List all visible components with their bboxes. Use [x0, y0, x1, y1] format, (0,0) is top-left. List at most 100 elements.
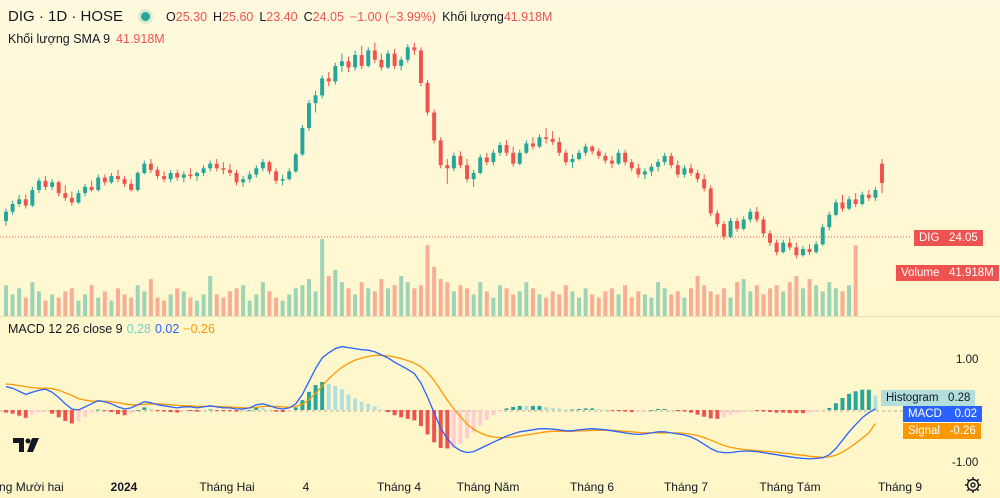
- candle-body: [63, 193, 68, 198]
- volume-bar: [471, 294, 476, 316]
- volume-bar: [10, 294, 15, 316]
- histogram-bar: [10, 410, 15, 414]
- volume-bar: [372, 291, 377, 316]
- histogram-bar: [115, 410, 120, 415]
- histogram-bar: [820, 410, 825, 411]
- histogram-bar: [405, 410, 410, 419]
- volume-bar: [840, 291, 845, 316]
- volume-bar: [748, 291, 753, 316]
- histogram-bar: [616, 410, 621, 412]
- candle-body: [768, 233, 773, 243]
- candle-body: [847, 199, 852, 209]
- volume-bar: [524, 282, 529, 316]
- histogram-bar: [669, 410, 674, 411]
- candle-body: [833, 202, 838, 215]
- histogram-bar: [721, 410, 726, 418]
- candle-body: [234, 172, 239, 183]
- candle-body: [142, 163, 147, 173]
- candle-body: [438, 140, 443, 166]
- histogram-bar: [339, 389, 344, 410]
- candle-body: [873, 190, 878, 198]
- volume-bar: [853, 245, 858, 316]
- histogram-bar: [372, 406, 377, 410]
- histogram-bar: [221, 410, 226, 412]
- volume-bar: [399, 276, 404, 316]
- volume-bar: [484, 291, 489, 316]
- candle-body: [741, 219, 746, 229]
- histogram-bar: [280, 410, 285, 413]
- candles: [4, 42, 884, 259]
- volume-bar: [544, 297, 549, 316]
- candle-body: [616, 152, 621, 164]
- candle-body: [794, 247, 799, 256]
- histogram-bar: [43, 410, 48, 412]
- volume-bar: [56, 297, 61, 316]
- histogram-bar: [320, 381, 325, 410]
- macd-legend[interactable]: MACD 12 26 close 9 0.28 0.02 −0.26: [8, 322, 215, 336]
- histogram-bar: [590, 408, 595, 410]
- candle-body: [392, 53, 397, 66]
- volume-bar: [17, 288, 22, 316]
- histogram-bar: [656, 408, 661, 410]
- histogram-bar: [774, 410, 779, 413]
- volume-bar: [366, 288, 371, 316]
- candle-body: [274, 171, 279, 181]
- ohlc-values: O25.30 H25.60 L23.40 C24.05 −1.00 (−3.99%) Kh…: [166, 9, 553, 24]
- candle-body: [399, 59, 404, 66]
- candle-body: [214, 163, 219, 169]
- candle-body: [445, 165, 450, 169]
- candle-body: [260, 162, 265, 169]
- histogram-bar: [89, 410, 94, 413]
- candle-body: [425, 82, 430, 113]
- candle-body: [17, 199, 22, 204]
- histogram-bar: [860, 389, 865, 410]
- volume-bar: [708, 291, 713, 316]
- x-tick: Tháng Tám: [759, 480, 821, 494]
- volume-bar: [227, 291, 232, 316]
- volume-bar: [669, 294, 674, 316]
- volume-bar: [695, 276, 700, 316]
- gear-icon[interactable]: [964, 476, 982, 494]
- volume-sma-legend[interactable]: Khối lượng SMA 9 41.918M: [8, 32, 165, 46]
- volume-bar: [234, 288, 239, 316]
- volume-bar: [129, 297, 134, 316]
- volume-bar: [715, 294, 720, 316]
- candle-body: [471, 172, 476, 180]
- tradingview-logo-icon[interactable]: [12, 436, 42, 454]
- volume-bars: [4, 239, 858, 316]
- candle-body: [227, 169, 232, 173]
- candle-body: [333, 65, 338, 82]
- histogram-bar: [787, 410, 792, 414]
- histogram-bar: [715, 410, 720, 419]
- volume-bar: [794, 276, 799, 316]
- histogram-bar: [96, 409, 101, 411]
- macd-lines: [5, 345, 876, 460]
- signal-line: [5, 354, 876, 458]
- histogram-bar: [478, 410, 483, 426]
- candle-body: [807, 248, 812, 253]
- histogram-bar: [807, 410, 812, 413]
- volume-bar: [761, 294, 766, 316]
- pane-separator[interactable]: [0, 316, 1000, 317]
- volume-bar: [122, 294, 127, 316]
- volume-bar: [274, 297, 279, 316]
- candle-body: [405, 47, 410, 60]
- volume-bar: [833, 288, 838, 316]
- candle-body: [491, 152, 496, 163]
- histogram-bar: [491, 410, 496, 416]
- histogram-bar: [379, 409, 384, 411]
- volume-bar: [326, 276, 331, 316]
- symbol-title[interactable]: DIG · 1D · HOSE: [8, 8, 124, 25]
- candle-body: [860, 194, 865, 204]
- volume-bar: [221, 297, 226, 316]
- histogram-bar: [794, 410, 799, 414]
- candle-body: [563, 152, 568, 163]
- volume-bar: [267, 291, 272, 316]
- histogram-bar: [873, 395, 878, 410]
- candle-body: [300, 127, 305, 155]
- candle-body: [800, 248, 805, 256]
- candle-body: [596, 151, 601, 156]
- volume-bar: [596, 297, 601, 316]
